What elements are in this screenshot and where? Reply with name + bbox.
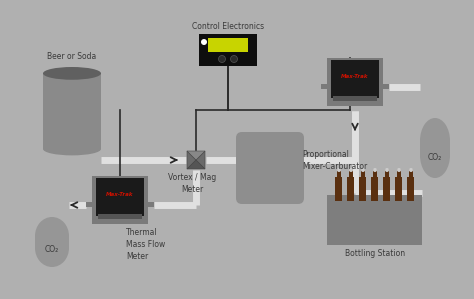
FancyBboxPatch shape <box>383 177 391 201</box>
Text: Control Electronics: Control Electronics <box>192 22 264 31</box>
FancyBboxPatch shape <box>92 176 148 224</box>
Circle shape <box>397 168 401 172</box>
FancyBboxPatch shape <box>381 84 389 89</box>
FancyBboxPatch shape <box>43 73 101 149</box>
Polygon shape <box>196 151 205 169</box>
FancyBboxPatch shape <box>35 236 69 248</box>
Text: Beer or Soda: Beer or Soda <box>47 52 96 61</box>
FancyBboxPatch shape <box>321 84 329 89</box>
FancyBboxPatch shape <box>331 60 379 98</box>
Polygon shape <box>187 160 205 169</box>
FancyBboxPatch shape <box>397 169 401 180</box>
FancyBboxPatch shape <box>96 178 144 216</box>
Text: Vortex / Mag
Meter: Vortex / Mag Meter <box>168 173 216 194</box>
FancyBboxPatch shape <box>327 58 383 106</box>
Text: Bottling Station: Bottling Station <box>345 249 405 258</box>
Text: CO₂: CO₂ <box>45 245 59 254</box>
FancyBboxPatch shape <box>373 169 377 180</box>
Ellipse shape <box>43 67 101 80</box>
FancyBboxPatch shape <box>385 169 389 180</box>
FancyBboxPatch shape <box>409 169 413 180</box>
Circle shape <box>385 168 389 172</box>
Circle shape <box>337 168 341 172</box>
FancyBboxPatch shape <box>347 177 355 201</box>
Ellipse shape <box>420 132 450 178</box>
Text: Thermal
Mass Flow
Meter: Thermal Mass Flow Meter <box>126 228 165 261</box>
FancyBboxPatch shape <box>359 177 366 201</box>
Circle shape <box>201 39 207 45</box>
FancyBboxPatch shape <box>420 141 450 155</box>
FancyBboxPatch shape <box>86 202 94 207</box>
Polygon shape <box>187 151 196 169</box>
Circle shape <box>219 56 226 62</box>
Text: Max-Trak: Max-Trak <box>106 191 134 196</box>
Ellipse shape <box>35 229 69 267</box>
Text: CO₂: CO₂ <box>428 153 442 162</box>
Polygon shape <box>187 151 205 160</box>
FancyBboxPatch shape <box>372 177 379 201</box>
Text: Proportional
Mixer-Carburator: Proportional Mixer-Carburator <box>302 150 367 171</box>
FancyBboxPatch shape <box>361 169 365 180</box>
Ellipse shape <box>420 118 450 164</box>
FancyBboxPatch shape <box>408 177 414 201</box>
FancyBboxPatch shape <box>208 38 248 52</box>
FancyBboxPatch shape <box>336 177 343 201</box>
Circle shape <box>373 168 377 172</box>
FancyBboxPatch shape <box>98 214 142 219</box>
Circle shape <box>230 56 237 62</box>
FancyBboxPatch shape <box>333 96 377 101</box>
FancyBboxPatch shape <box>395 177 402 201</box>
FancyBboxPatch shape <box>349 169 353 180</box>
Ellipse shape <box>35 217 69 255</box>
FancyBboxPatch shape <box>337 169 341 180</box>
Text: Max-Trak: Max-Trak <box>341 74 369 79</box>
Circle shape <box>409 168 413 172</box>
FancyBboxPatch shape <box>236 132 304 204</box>
Ellipse shape <box>43 143 101 155</box>
Circle shape <box>349 168 353 172</box>
FancyBboxPatch shape <box>328 195 422 245</box>
FancyBboxPatch shape <box>146 202 154 207</box>
FancyBboxPatch shape <box>199 34 257 66</box>
Circle shape <box>361 168 365 172</box>
